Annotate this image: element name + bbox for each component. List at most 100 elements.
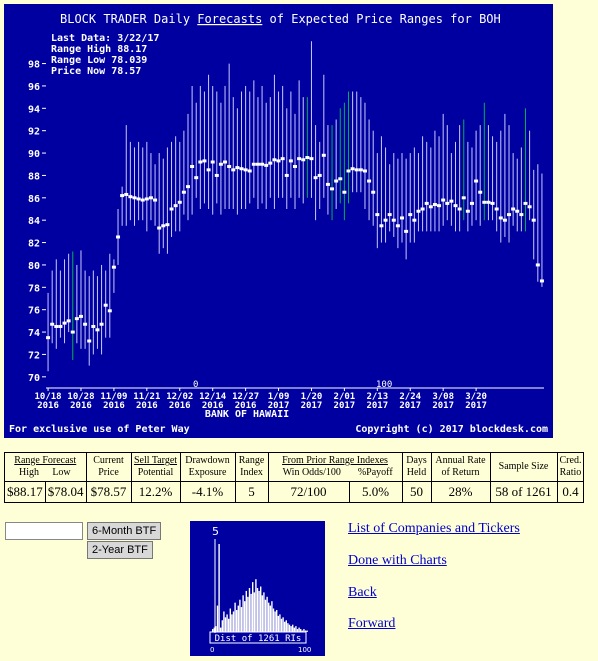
high-label: High	[19, 467, 39, 478]
low-label: Low	[52, 467, 71, 478]
y-tick-label: 72	[28, 350, 40, 361]
histogram-bar	[247, 596, 249, 632]
y-tick-label: 70	[28, 373, 40, 384]
x-tick-label-date: 1/09	[268, 392, 290, 402]
y-tick-label: 80	[28, 261, 40, 272]
histogram-bar	[250, 593, 252, 632]
ticker-input[interactable]	[5, 522, 83, 540]
price-marker	[428, 205, 433, 209]
price-marker	[87, 339, 92, 343]
x-tick-label-date: 10/28	[67, 392, 94, 402]
histogram-bar	[293, 627, 295, 632]
price-marker	[358, 168, 363, 172]
info-range-low: Range Low 78.039	[51, 55, 147, 66]
x-tick-label-year: 2016	[169, 401, 191, 411]
price-marker	[494, 207, 499, 211]
cred-ratio-header: Cred. Ratio	[556, 452, 585, 482]
price-marker	[412, 218, 417, 222]
price-marker	[239, 167, 244, 171]
x-tick-label-year: 2016	[37, 401, 59, 411]
price-marker	[161, 224, 166, 228]
stats-header-row: Range Forecast High Low Current Price Se…	[4, 452, 585, 482]
histogram-bar	[290, 626, 292, 632]
price-marker	[400, 216, 405, 220]
histogram-bar	[239, 599, 241, 632]
link-forward[interactable]: Forward	[348, 616, 396, 631]
price-marker	[309, 157, 314, 161]
price-marker	[502, 218, 507, 222]
price-marker	[169, 207, 174, 211]
price-marker	[83, 322, 88, 326]
forecast-chart: BLOCK TRADER Daily Forecasts of Expected…	[4, 4, 553, 438]
histogram-bar	[276, 610, 278, 632]
price-marker	[173, 204, 178, 208]
histogram-bar	[277, 615, 279, 632]
price-marker	[432, 203, 437, 207]
price-marker	[474, 179, 479, 183]
price-marker	[362, 169, 367, 173]
price-marker	[408, 213, 413, 217]
price-marker	[243, 168, 248, 172]
price-marker	[128, 195, 133, 199]
sell-target-label-1: Sell Target	[133, 455, 178, 466]
price-marker	[111, 265, 116, 269]
x-tick-label-year: 2016	[103, 401, 125, 411]
price-marker	[441, 198, 446, 202]
price-marker	[107, 309, 112, 313]
chart-ticker: BOH	[479, 12, 501, 26]
days-held-label-1: Days	[406, 455, 427, 466]
price-marker	[70, 330, 75, 334]
price-marker	[284, 173, 289, 177]
price-marker	[231, 168, 236, 172]
x-tick-label-date: 12/02	[166, 392, 193, 402]
price-marker	[190, 164, 195, 168]
current-price-header: Current Price	[85, 452, 132, 482]
stats-value-row: $88.17 $78.04 $78.57 12.2% -4.1% 5 72/10…	[4, 481, 585, 503]
x-tick-label-year: 2017	[334, 401, 356, 411]
drawdown-label-2: Exposure	[188, 467, 227, 478]
histogram-bar	[285, 620, 287, 632]
price-marker	[465, 209, 470, 213]
link-done-with-charts[interactable]: Done with Charts	[348, 553, 447, 568]
histogram-bar	[255, 579, 257, 632]
prior-range-label: From Prior Range Indexes	[282, 455, 388, 466]
annual-rate-label-2: of Return	[441, 467, 480, 478]
price-marker	[66, 319, 71, 323]
range-bars	[46, 41, 544, 372]
price-marker	[511, 207, 516, 211]
price-marker	[54, 324, 59, 328]
price-marker	[383, 218, 388, 222]
chart-title-prefix: BLOCK TRADER Daily	[60, 12, 190, 26]
histogram-caption-box	[209, 631, 307, 644]
two-year-btf-button[interactable]: 2-Year BTF	[87, 541, 153, 559]
histogram-bar	[213, 627, 215, 632]
price-marker	[375, 213, 380, 217]
price-marker	[91, 324, 96, 328]
days-held-value: 50	[401, 481, 432, 503]
price-marker	[99, 322, 104, 326]
price-marker	[354, 168, 359, 172]
price-marker	[206, 168, 211, 172]
x-tick-label-year: 2017	[301, 401, 323, 411]
histogram-bar	[216, 605, 219, 632]
price-marker	[469, 201, 474, 205]
link-list-of-companies[interactable]: List of Companies and Tickers	[348, 521, 520, 536]
link-back[interactable]: Back	[348, 585, 377, 600]
price-marker	[272, 158, 277, 162]
price-marker	[235, 166, 240, 170]
histogram-bar	[301, 630, 303, 632]
histogram-bar	[279, 614, 281, 632]
histogram-bar	[287, 623, 289, 632]
range-forecast-header: Range Forecast High Low	[4, 452, 87, 482]
price-marker	[227, 164, 232, 168]
histogram-bar	[258, 590, 260, 632]
prior-range-header: From Prior Range Indexes Win Odds/100 %P…	[267, 452, 403, 482]
x-tick-label-date: 3/20	[465, 392, 487, 402]
histogram-bar	[236, 610, 238, 632]
histogram-bar	[298, 627, 300, 632]
chart-title-forecasts: Forecasts	[197, 12, 262, 26]
x-tick-label-year: 2016	[202, 401, 224, 411]
six-month-btf-button[interactable]: 6-Month BTF	[87, 522, 162, 540]
price-marker	[136, 197, 141, 201]
price-marker	[165, 223, 170, 227]
